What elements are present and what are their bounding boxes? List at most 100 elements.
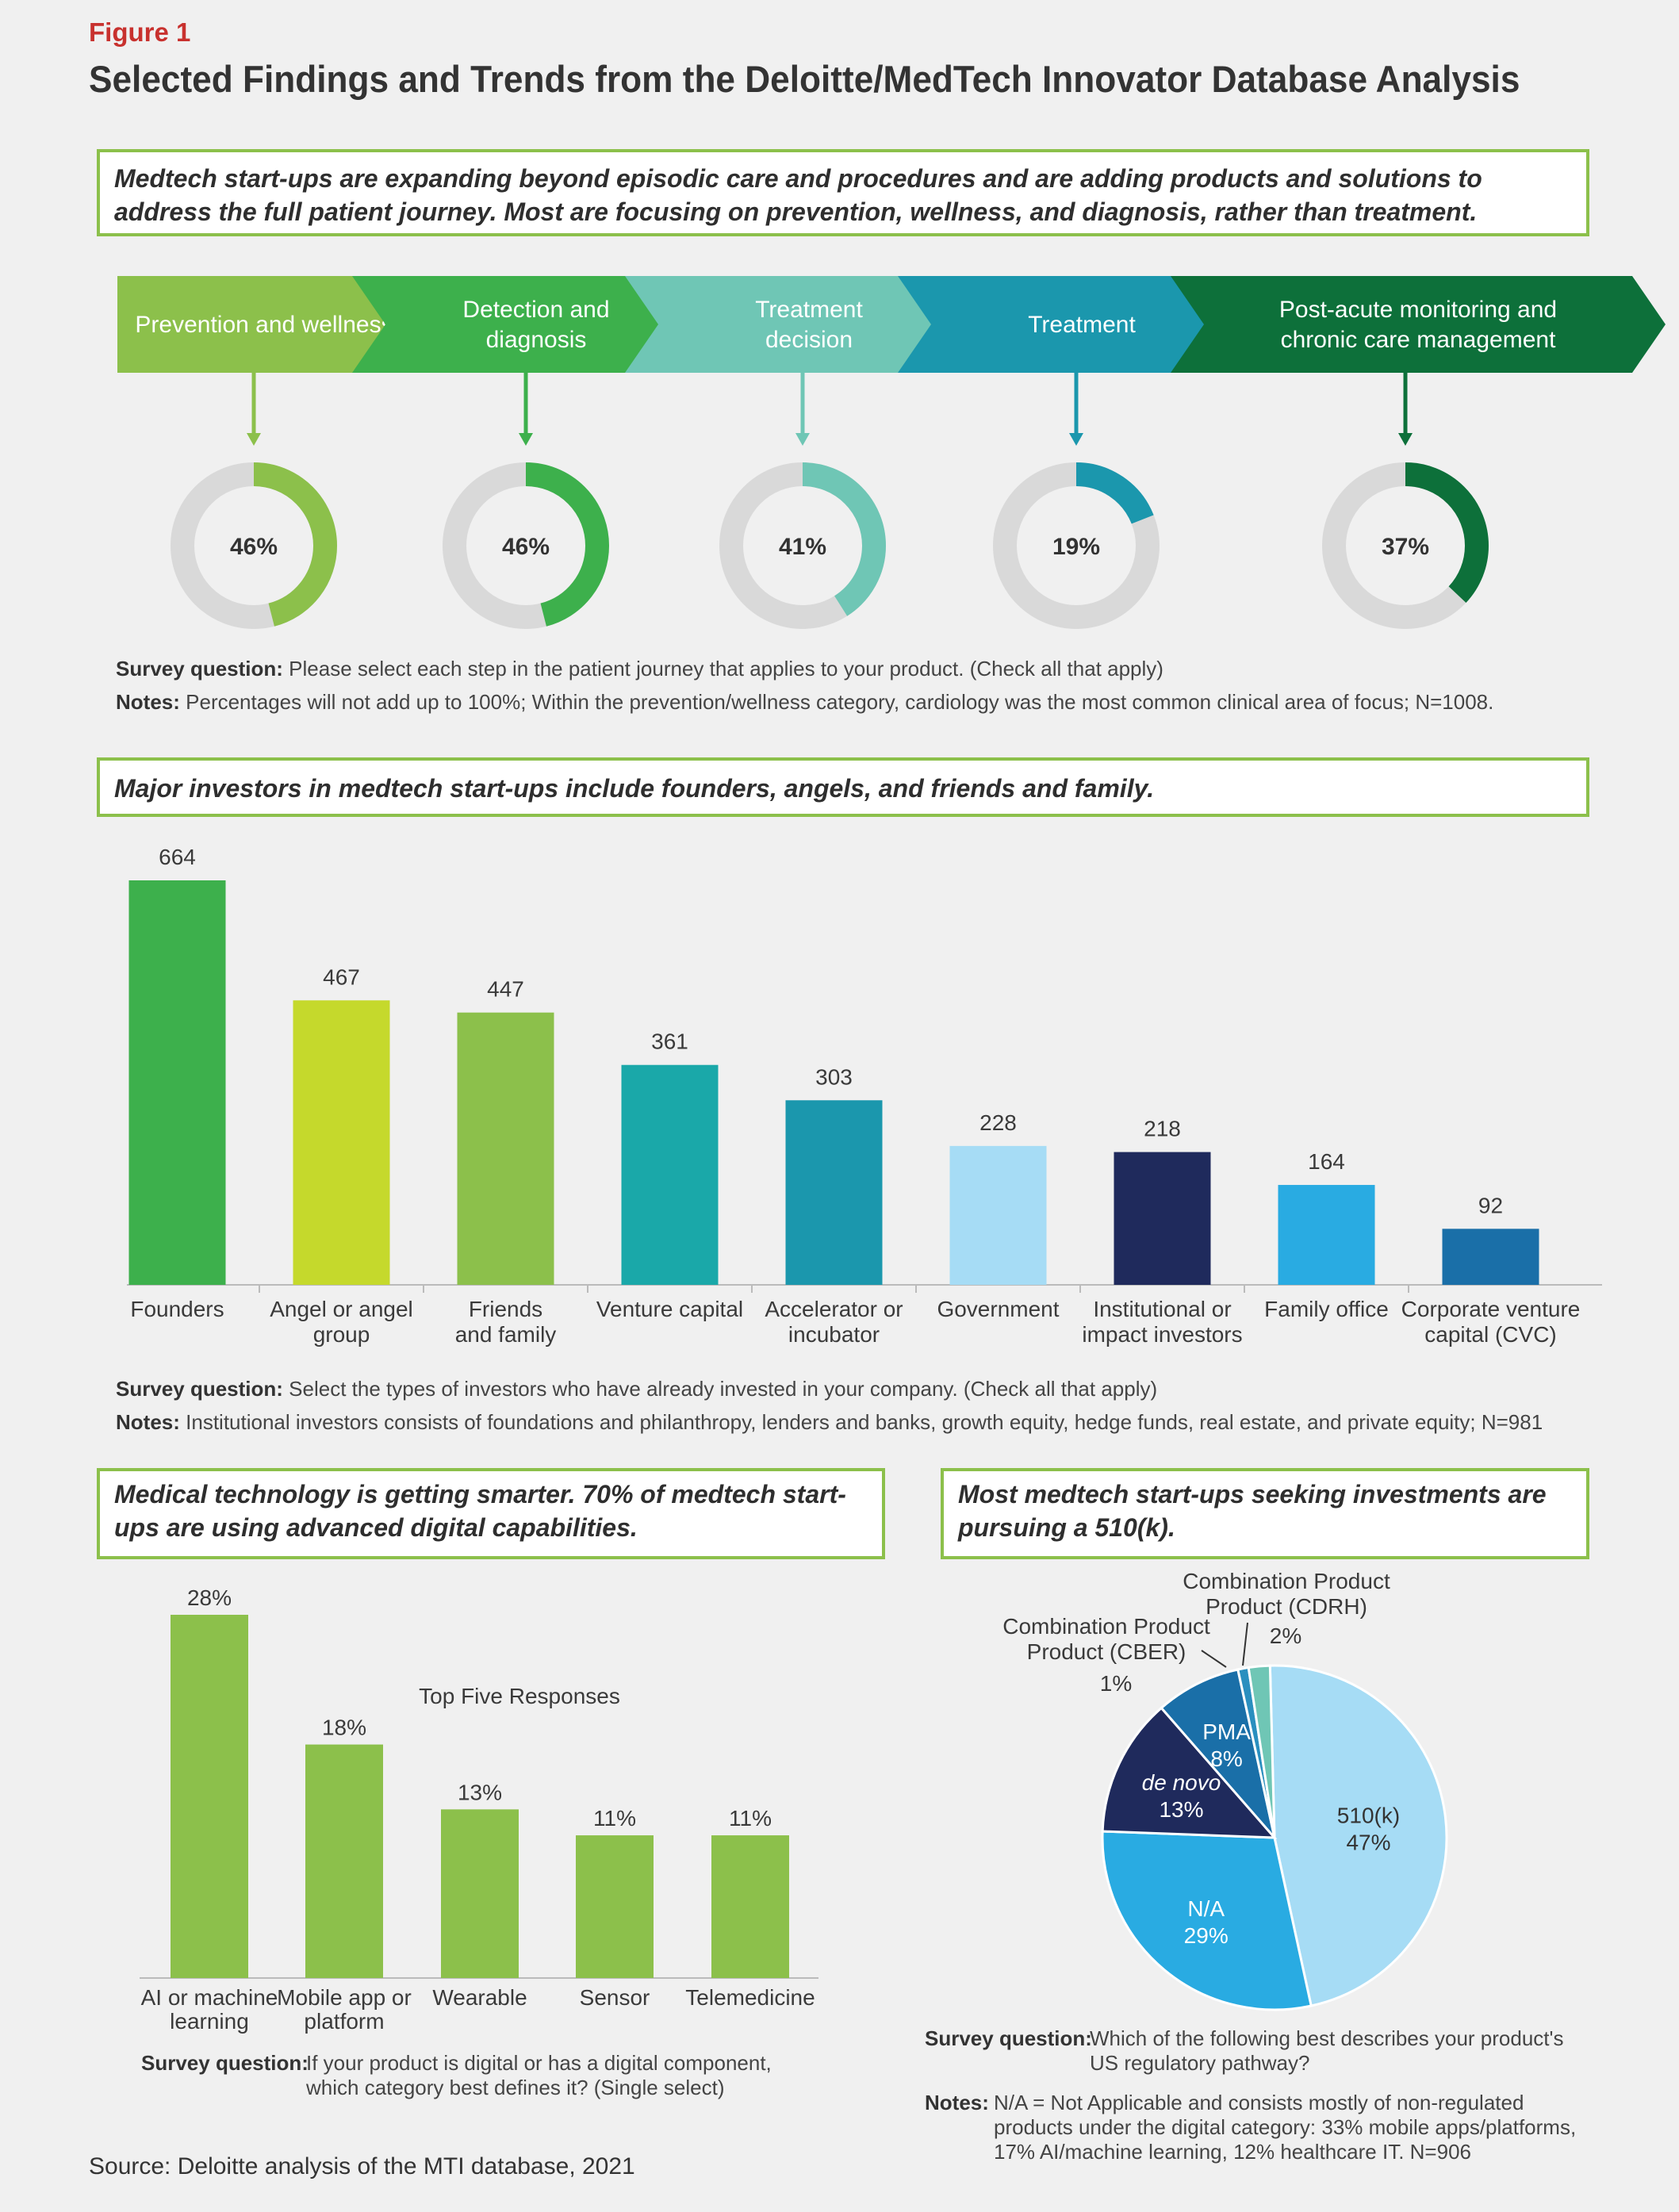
pie-slice-name: PMA [1202,1719,1251,1744]
category-label: capital (CVC) [1424,1322,1556,1347]
pie-slice [1247,1664,1276,1838]
investor-bar [621,1064,719,1285]
notes-text: Percentages will not add up to 100%; Wit… [186,690,1494,714]
callout-investors: Major investors in medtech start-ups inc… [97,757,1589,817]
pie-slice-value: 47% [1346,1831,1390,1855]
pie-slice-name: de novo [1142,1770,1221,1795]
category-label: learning [170,2009,249,2034]
pie-slice-value: 13% [1159,1797,1203,1822]
pie-slice [1101,1830,1313,2011]
bar-value-label: 303 [815,1064,853,1089]
bar-value-label: 361 [651,1029,688,1054]
category-label: and family [455,1322,557,1347]
category-label: Founders [130,1297,224,1321]
survey-question-1: Survey question: Please select each step… [116,657,1163,681]
survey-text-3: If your product is digital or has a digi… [306,2051,772,2100]
category-label: platform [304,2009,384,2034]
leader-line [1242,1622,1248,1666]
donut-value-label: 41% [779,534,826,560]
category-label: impact investors [1082,1322,1242,1347]
donut-value-label: 46% [502,534,550,560]
page-title: Selected Findings and Trends from the De… [89,58,1520,100]
notes-label: Notes: [925,2091,989,2114]
digital-bar [305,1744,383,1978]
connector-arrowhead [795,433,810,446]
survey-text-line: If your product is digital or has a digi… [306,2051,772,2075]
figure-label: Figure 1 [89,17,191,47]
investor-bar [128,880,226,1285]
category-label: Wearable [432,1985,527,2010]
category-label: group [313,1322,370,1347]
category-label: Corporate venture [1401,1297,1581,1321]
category-label: Friends [469,1297,542,1321]
journey-step-label: Post-acute monitoring and [1279,297,1557,323]
donut-segment [993,462,1160,629]
survey-label: Survey question: [116,657,283,680]
journey-step-label: diagnosis [486,327,587,353]
category-label: Government [937,1297,1059,1321]
digital-bar [576,1835,654,1978]
pie-slice-value: 8% [1210,1746,1242,1771]
survey-text: Please select each step in the patient j… [289,657,1163,680]
donut-value-label: 37% [1382,534,1429,560]
donut-segment [443,462,609,629]
notes-label: Notes: [116,1410,180,1434]
callout-regulatory: Most medtech start-ups seeking investmen… [941,1468,1589,1559]
donut-value-label: 46% [230,534,278,560]
donut-segment [719,462,886,629]
bar-value-label: 664 [159,845,196,869]
pie-slice [1101,1706,1278,1839]
journey-step-arrow [898,276,1266,373]
category-label: Institutional or [1093,1297,1231,1321]
survey-text: Select the types of investors who have a… [289,1377,1158,1401]
bar-value-label: 13% [458,1780,502,1804]
notes-text: Institutional investors consists of foun… [186,1410,1543,1434]
category-label: Sensor [580,1985,650,2010]
bar-value-label: 164 [1308,1149,1345,1174]
category-label: Family office [1264,1297,1389,1321]
chart-annotation: Top Five Responses [419,1684,620,1708]
survey-question-2: Survey question: Select the types of inv… [116,1377,1157,1401]
journey-step-arrow [352,276,720,373]
category-label: Telemedicine [685,1985,815,2010]
journey-step-label: Prevention and wellness [135,312,393,338]
journey-step-label: Treatment [755,297,863,323]
investor-bar [1278,1185,1375,1285]
category-label: Angel or angel [270,1297,413,1321]
bar-value-label: 18% [322,1716,366,1740]
pie-slice-name: 510(k) [1337,1804,1400,1828]
bar-value-label: 467 [323,964,360,989]
investor-bar [785,1100,883,1285]
category-label: AI or machine [141,1985,278,2010]
digital-bar-chart: Top Five Responses 28% AI or machinelearni… [140,1585,818,2034]
survey-label: Survey question: [141,2051,309,2075]
bar-value-label: 11% [593,1806,636,1831]
digital-bar [711,1835,789,1978]
notes-label: Notes: [116,690,180,714]
pie-outside-name: Combination Product [1183,1569,1390,1593]
bar-value-label: 28% [187,1585,232,1610]
bar-value-label: 11% [729,1806,772,1831]
survey-text-line: Which of the following best describes yo… [1090,2026,1564,2050]
category-label: Accelerator or [765,1297,903,1321]
notes-text-line: N/A = Not Applicable and consists mostly… [994,2091,1524,2114]
connector-arrowhead [1398,433,1413,446]
bar-value-label: 447 [487,977,524,1002]
notes-2: Notes: Institutional investors consists … [116,1410,1543,1435]
survey-question-4: Survey question: [925,2026,1092,2051]
journey-step-arrow [625,276,993,373]
category-label: Mobile app or [277,1985,412,2010]
journey-step-label: Detection and [462,297,609,323]
investor-bar [293,1000,390,1285]
bar-value-label: 218 [1144,1117,1181,1141]
notes-text-4: N/A = Not Applicable and consists mostly… [994,2091,1576,2164]
digital-bar [171,1615,248,1978]
pie-outside-name: Product (CBER) [1027,1639,1186,1664]
connector-arrowhead [247,433,261,446]
investor-bar [1114,1152,1211,1285]
bar-value-label: 92 [1478,1193,1503,1217]
notes-text-line: products under the digital category: 33%… [994,2115,1577,2139]
category-label: Venture capital [596,1297,743,1321]
